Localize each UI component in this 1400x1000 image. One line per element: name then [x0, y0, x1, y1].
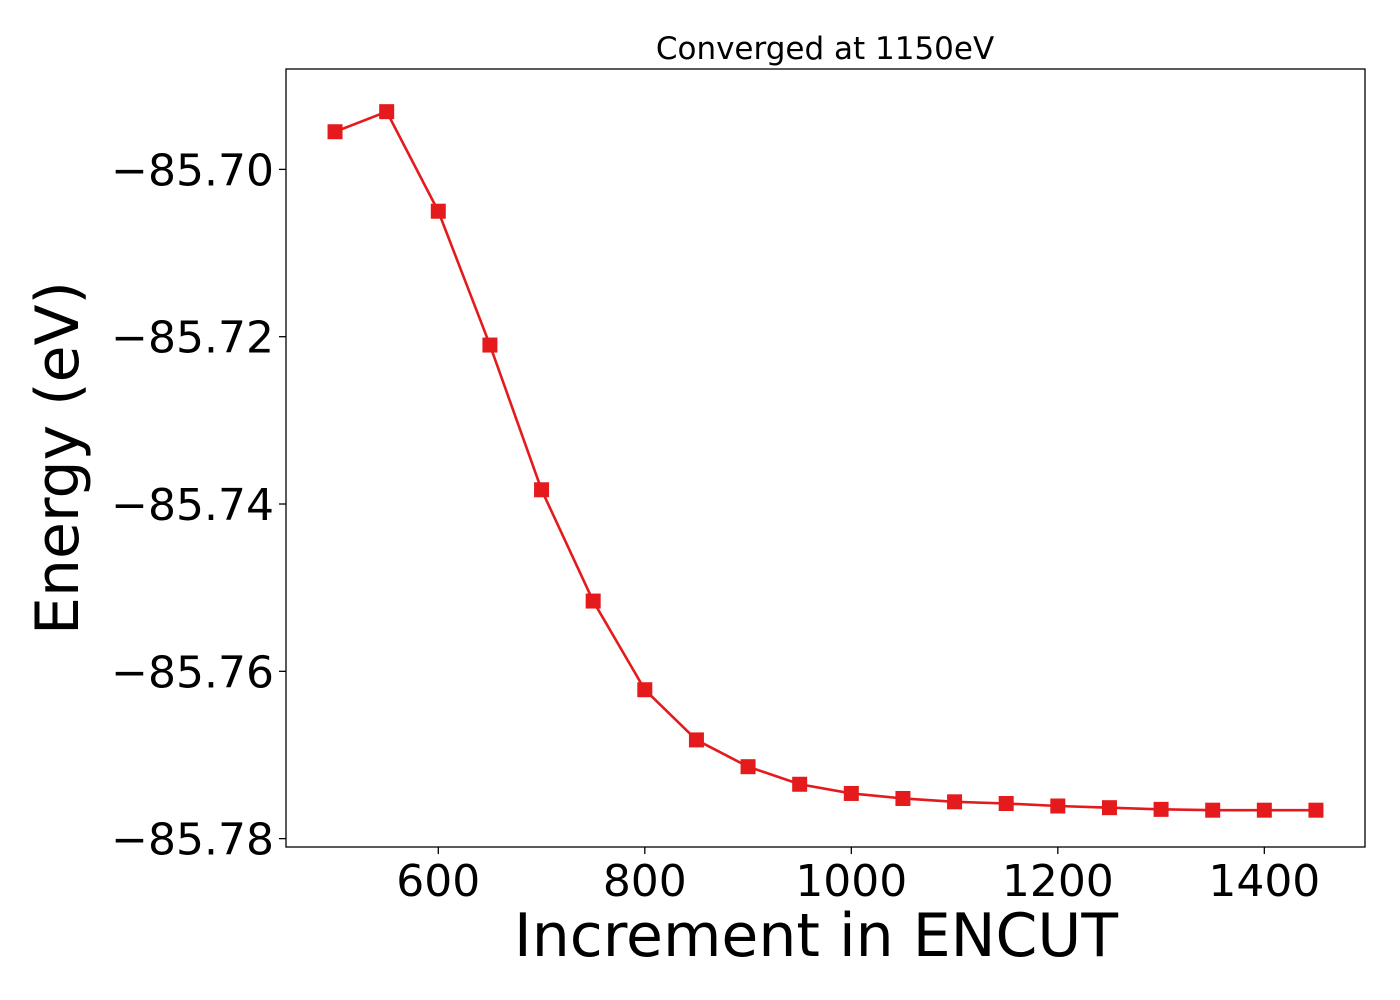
data-point-marker — [843, 785, 859, 801]
data-point-marker — [327, 124, 343, 140]
y-tick-label: −85.78 — [111, 815, 274, 866]
data-point-marker — [688, 732, 704, 748]
x-axis-label: Increment in ENCUT — [514, 901, 1118, 971]
data-point-marker — [740, 759, 756, 775]
y-tick-label: −85.76 — [111, 647, 274, 698]
y-tick-label: −85.70 — [111, 145, 274, 196]
y-axis: −85.70 −85.72 −85.74 −85.76 −85.78 — [111, 145, 286, 866]
series-line — [334, 110, 1316, 812]
data-point-marker — [1153, 801, 1169, 817]
x-tick-label: 800 — [603, 856, 687, 907]
x-axis: 600 800 1000 1200 1400 — [396, 847, 1320, 907]
data-point-marker — [585, 593, 601, 609]
y-tick-label: −85.72 — [111, 313, 274, 364]
x-tick-label: 1200 — [1002, 856, 1114, 907]
data-point-marker — [379, 104, 395, 120]
plot-frame — [285, 68, 1366, 848]
data-point-marker — [1256, 802, 1272, 818]
series-layer — [327, 104, 1324, 818]
data-point-marker — [947, 794, 963, 810]
chart-title: Converged at 1150eV — [656, 31, 994, 67]
data-point-marker — [1308, 802, 1324, 818]
data-point-marker — [792, 776, 808, 792]
x-tick-label: 600 — [396, 856, 480, 907]
y-tick-label: −85.74 — [111, 480, 274, 531]
data-point-marker — [998, 795, 1014, 811]
data-point-marker — [430, 203, 446, 219]
data-point-marker — [637, 682, 653, 698]
x-tick-label: 1000 — [795, 856, 907, 907]
x-tick-label: 1400 — [1208, 856, 1320, 907]
data-point-marker — [534, 482, 550, 498]
data-point-marker — [1101, 800, 1117, 816]
y-axis-label: Energy (eV) — [23, 281, 93, 635]
data-point-marker — [1050, 798, 1066, 814]
data-point-marker — [1205, 802, 1221, 818]
data-point-marker — [895, 790, 911, 806]
data-point-marker — [482, 337, 498, 353]
